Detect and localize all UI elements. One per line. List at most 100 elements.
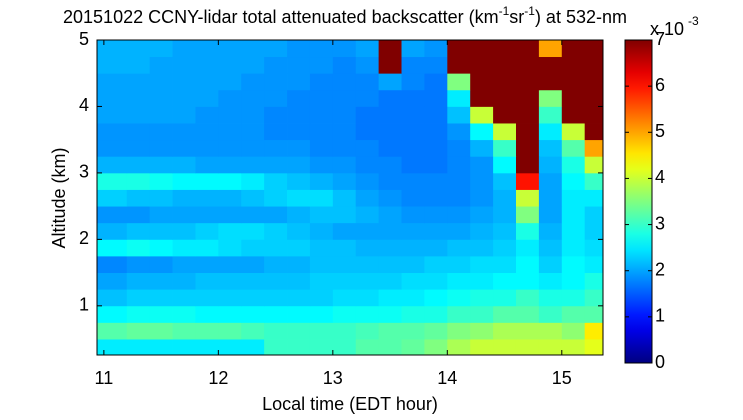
colorbar-tick-label: 1	[655, 306, 665, 326]
heatmap-cell	[561, 89, 586, 107]
heatmap-cell	[470, 40, 494, 58]
heatmap-cell	[195, 156, 219, 174]
heatmap-cell	[195, 40, 219, 58]
heatmap-cell	[332, 156, 357, 174]
heatmap-cell	[378, 172, 402, 190]
heatmap-cell	[218, 239, 242, 257]
heatmap-cell	[538, 189, 563, 207]
heatmap-cell	[264, 255, 288, 273]
heatmap-cell	[149, 106, 173, 124]
heatmap-cell	[332, 89, 357, 107]
heatmap-cell	[470, 239, 494, 257]
heatmap-cell	[470, 139, 494, 157]
heatmap-cell	[584, 239, 604, 257]
heatmap-cell	[172, 172, 196, 190]
heatmap-cell	[470, 123, 494, 141]
heatmap-cell	[378, 289, 402, 307]
heatmap-cell	[97, 322, 128, 340]
heatmap-cell	[538, 339, 563, 356]
heatmap-cell	[424, 89, 448, 107]
heatmap-cell	[515, 89, 540, 107]
colorbar-tick-label: 6	[655, 75, 665, 95]
heatmap-cell	[355, 322, 380, 340]
heatmap-cell	[332, 289, 357, 307]
heatmap-cell	[332, 172, 357, 190]
heatmap-cell	[195, 222, 219, 240]
heatmap-cell	[218, 139, 242, 157]
heatmap-cell	[355, 239, 380, 257]
heatmap-cell	[355, 339, 380, 356]
heatmap-cell	[149, 73, 173, 91]
heatmap-cell	[447, 89, 471, 107]
heatmap-cell	[149, 339, 173, 356]
heatmap-cell	[493, 123, 517, 141]
heatmap-cell	[195, 73, 219, 91]
heatmap-cell	[424, 305, 448, 323]
heatmap-cell	[401, 322, 425, 340]
heatmap-cell	[424, 40, 448, 58]
heatmap-cell	[424, 222, 448, 240]
heatmap-cell	[195, 189, 219, 207]
heatmap-cell	[493, 189, 517, 207]
heatmap-cell	[287, 89, 311, 107]
heatmap-cell	[584, 255, 604, 273]
heatmap-cell	[149, 156, 173, 174]
heatmap-cell	[287, 40, 311, 58]
heatmap-cell	[447, 172, 471, 190]
heatmap-cell	[401, 40, 425, 58]
heatmap-cell	[355, 305, 380, 323]
heatmap-cell	[241, 239, 265, 257]
heatmap-cell	[309, 339, 334, 356]
heatmap-cell	[401, 255, 425, 273]
heatmap-cell	[378, 305, 402, 323]
heatmap-cell	[424, 255, 448, 273]
heatmap-cell	[97, 40, 128, 58]
heatmap-cell	[515, 123, 540, 141]
heatmap-cell	[149, 123, 173, 141]
heatmap-cell	[401, 206, 425, 224]
heatmap-cell	[218, 89, 242, 107]
heatmap-cell	[470, 56, 494, 74]
heatmap-cell	[264, 139, 288, 157]
heatmap-cell	[172, 106, 196, 124]
heatmap-cell	[584, 206, 604, 224]
heatmap-cell	[149, 272, 173, 290]
heatmap-cell	[287, 289, 311, 307]
heatmap-cell	[264, 123, 288, 141]
heatmap-cell	[126, 89, 151, 107]
heatmap-cell	[515, 106, 540, 124]
heatmap-cell	[470, 89, 494, 107]
heatmap-cell	[538, 172, 563, 190]
heatmap-cell	[447, 222, 471, 240]
heatmap-cell	[424, 289, 448, 307]
heatmap-cell	[309, 40, 334, 58]
heatmap-cell	[424, 172, 448, 190]
heatmap-cell	[470, 206, 494, 224]
heatmap-cell	[493, 73, 517, 91]
x-tick-label: 14	[437, 368, 457, 388]
heatmap-cell	[561, 56, 586, 74]
heatmap-cell	[172, 222, 196, 240]
heatmap-cell	[218, 172, 242, 190]
heatmap-cell	[264, 305, 288, 323]
heatmap-cell	[287, 339, 311, 356]
heatmap-cell	[332, 139, 357, 157]
heatmap-cell	[97, 289, 128, 307]
heatmap-cell	[401, 56, 425, 74]
heatmap-cell	[424, 206, 448, 224]
x-axis-label: Local time (EDT hour)	[262, 394, 438, 414]
heatmap-cell	[378, 339, 402, 356]
heatmap-cell	[447, 206, 471, 224]
heatmap-cell	[241, 40, 265, 58]
heatmap-cell	[126, 156, 151, 174]
heatmap-cell	[287, 305, 311, 323]
heatmap-cell	[332, 206, 357, 224]
heatmap-cell	[538, 255, 563, 273]
heatmap-cell	[218, 56, 242, 74]
heatmap-cell	[309, 172, 334, 190]
heatmap-cell	[424, 156, 448, 174]
heatmap-cell	[97, 189, 128, 207]
heatmap-cell	[126, 172, 151, 190]
heatmap-cell	[447, 56, 471, 74]
heatmap-cell	[195, 139, 219, 157]
